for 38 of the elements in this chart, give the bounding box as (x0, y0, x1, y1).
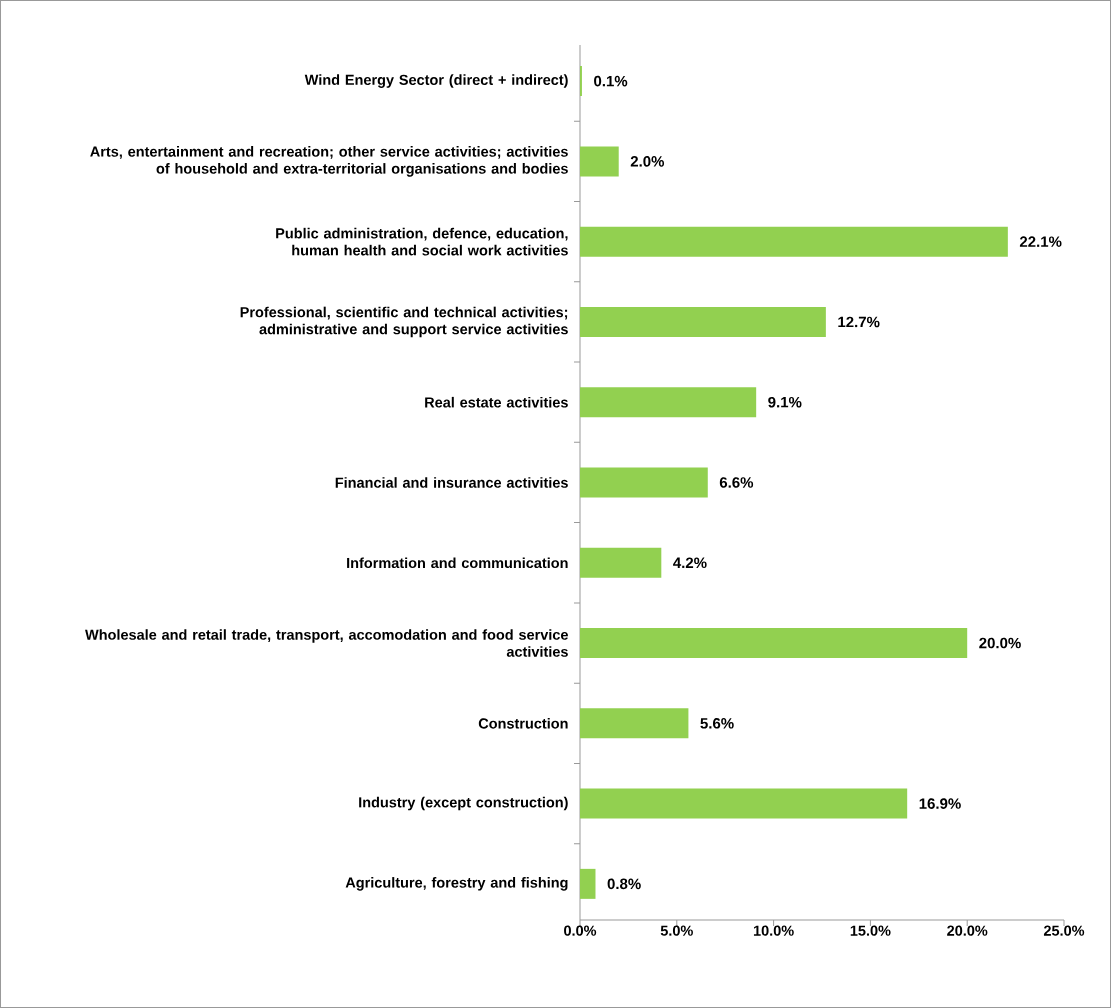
y-tick-label: Financial and insurance activities (335, 477, 568, 488)
data-label: 16.9% (919, 798, 961, 809)
bar (580, 306, 826, 337)
data-label: 5.6% (700, 718, 734, 729)
bar (580, 387, 757, 418)
y-tick-label: Wind Energy Sector (direct + indirect) (304, 74, 568, 88)
y-tick-label: Wholesale and retail trade, transport, accomodation and food service activities (85, 629, 568, 657)
y-tick-label: Professional, scientific and technical activities; administrative and support service activities (240, 306, 568, 338)
data-label: 9.1% (768, 396, 802, 408)
y-tick-label: Arts, entertainment and recreation; other service activities; activities of household and extra-territorial organisations and bodies (90, 146, 568, 177)
x-tick-label: 15.0% (850, 925, 891, 936)
x-tick-label: 10.0% (753, 925, 794, 936)
data-label: 0.1% (594, 75, 628, 87)
bar (580, 628, 968, 659)
bar (580, 788, 908, 819)
data-label: 6.6% (719, 477, 754, 488)
y-tick-label: Agriculture, forestry and fishing (345, 877, 568, 891)
data-label: 4.2% (673, 557, 707, 569)
data-label: 2.0% (630, 156, 665, 167)
x-tick-label: 25.0% (1043, 925, 1085, 936)
bar (580, 547, 662, 578)
bar (580, 146, 619, 177)
bar (580, 226, 1008, 257)
data-label: 0.8% (607, 878, 641, 890)
data-label: 22.1% (1019, 236, 1062, 247)
x-tick-label: 0.0% (564, 925, 597, 936)
x-tick-label: 5.0% (660, 925, 693, 936)
y-tick-label: Information and communication (347, 557, 568, 569)
y-tick-label: Industry (except construction) (359, 796, 568, 811)
bar (580, 868, 596, 899)
x-tick-label: 20.0% (947, 925, 988, 936)
y-tick-label: Public administration, defence, education, human health and social work activities (276, 227, 568, 256)
data-label: 12.7% (838, 316, 880, 328)
y-tick-label: Real estate activities (425, 396, 568, 408)
y-tick-label: Construction (478, 717, 568, 729)
bar (580, 467, 708, 498)
data-label: 20.0% (979, 637, 1021, 649)
bar (580, 708, 689, 739)
